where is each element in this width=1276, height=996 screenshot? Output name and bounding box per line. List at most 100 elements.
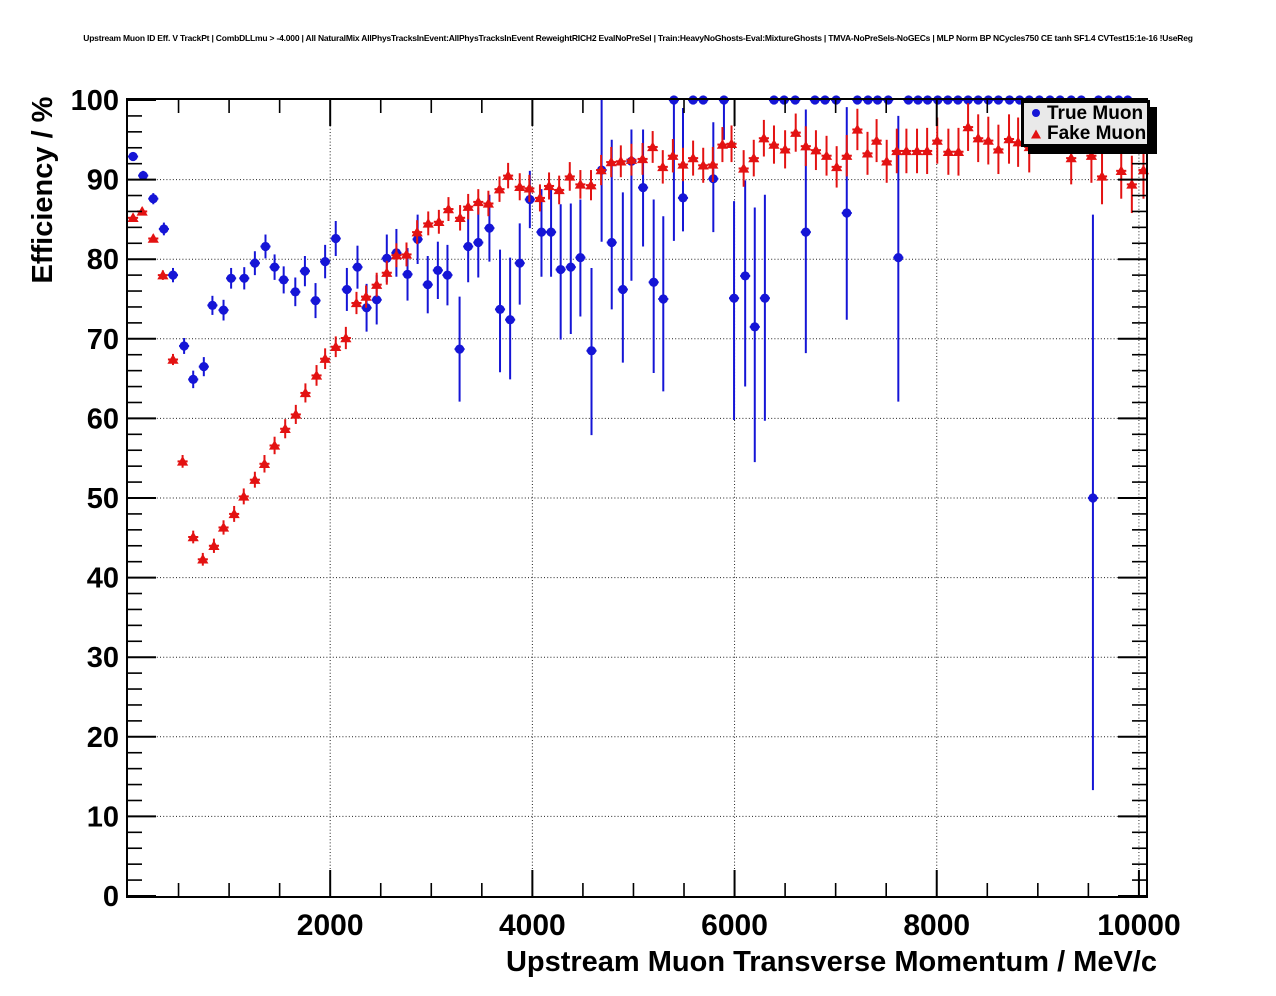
fake-muon-point bbox=[942, 146, 954, 156]
fake-muon-point bbox=[350, 297, 363, 308]
fake-muon-point bbox=[677, 159, 689, 169]
fake-muon-point bbox=[636, 153, 649, 164]
true-muon-point bbox=[678, 193, 688, 203]
true-muon-point bbox=[801, 227, 811, 237]
legend-entry-true-muon: True Muon bbox=[1028, 104, 1147, 123]
true-muon-point bbox=[207, 300, 218, 310]
true-muon-point bbox=[433, 265, 443, 275]
true-muon-point bbox=[618, 284, 628, 295]
axes: 0 10 20 30 40 50 60 70 80 90 100 2000 4000 6000 8000 10… bbox=[71, 85, 1181, 942]
fake-muon-point bbox=[716, 139, 729, 149]
fake-muon-point bbox=[371, 279, 383, 289]
fake-muon-point bbox=[962, 121, 974, 132]
fake-muon-point bbox=[238, 491, 250, 501]
fake-muon-marker-icon bbox=[1028, 126, 1043, 141]
legend-label-fake-muon: Fake Muon bbox=[1047, 123, 1147, 145]
y-tick-label: 100 bbox=[71, 85, 119, 117]
true-muon-point bbox=[729, 293, 739, 303]
fake-muon-point bbox=[360, 291, 372, 301]
true-muon-point bbox=[269, 262, 280, 272]
fake-muon-point bbox=[982, 135, 994, 145]
true-muon-point bbox=[423, 280, 433, 290]
y-tick-label: 10 bbox=[87, 801, 119, 833]
true-muon-point bbox=[331, 233, 341, 244]
fake-muon-point bbox=[228, 508, 240, 519]
legend-label-true-muon: True Muon bbox=[1047, 102, 1144, 124]
fake-muon-point bbox=[870, 135, 883, 145]
fake-muon-point bbox=[176, 455, 189, 466]
fake-muon-point bbox=[1065, 152, 1077, 163]
true-muon-point bbox=[515, 258, 525, 268]
fake-muon-point bbox=[514, 181, 526, 191]
fake-muon-point bbox=[738, 163, 750, 173]
fake-muon-point bbox=[127, 212, 139, 223]
fake-muon-point bbox=[534, 192, 546, 203]
true-muon-point bbox=[188, 374, 198, 384]
true-muon-point bbox=[250, 258, 260, 268]
true-muon-point bbox=[300, 266, 310, 276]
fake-muon-point bbox=[831, 161, 843, 172]
true-muon-point bbox=[310, 295, 321, 306]
true-muon-point bbox=[649, 277, 659, 287]
fake-muon-point bbox=[502, 170, 514, 180]
fake-muon-point bbox=[820, 150, 833, 160]
true-muon-point bbox=[566, 262, 576, 272]
fake-muon-point bbox=[564, 171, 576, 181]
fake-muon-point bbox=[208, 540, 220, 550]
fake-muon-point bbox=[768, 139, 780, 149]
true-muon-series bbox=[128, 95, 1133, 791]
true-muon-point bbox=[179, 341, 189, 351]
y-tick-label: 80 bbox=[87, 244, 119, 276]
fake-muon-point bbox=[482, 198, 494, 208]
true-muon-point bbox=[1088, 493, 1098, 503]
x-tick-label: 10000 bbox=[1097, 909, 1180, 942]
fake-muon-point bbox=[952, 146, 965, 156]
data-points bbox=[127, 95, 1150, 791]
fake-muon-series bbox=[127, 103, 1150, 566]
y-tick-label: 20 bbox=[87, 722, 119, 754]
true-muon-point bbox=[556, 264, 566, 275]
fake-muon-point bbox=[911, 145, 923, 156]
fake-muon-point bbox=[553, 184, 565, 195]
fake-muon-point bbox=[615, 155, 627, 166]
true-muon-point bbox=[382, 253, 392, 264]
fake-muon-point bbox=[310, 370, 323, 380]
true-muon-point bbox=[168, 270, 178, 280]
true-muon-point bbox=[372, 295, 382, 305]
true-muon-point bbox=[842, 208, 852, 218]
x-tick-label: 4000 bbox=[499, 909, 566, 942]
true-muon-point bbox=[159, 224, 169, 234]
fake-muon-point bbox=[992, 143, 1005, 154]
true-muon-point bbox=[442, 270, 453, 280]
fake-muon-point bbox=[725, 138, 738, 148]
fake-muon-point bbox=[147, 233, 159, 243]
true-muon-point bbox=[226, 273, 236, 283]
fake-muon-point bbox=[290, 409, 302, 419]
fake-muon-point bbox=[1126, 178, 1138, 189]
true-muon-point bbox=[658, 294, 668, 304]
fake-muon-point bbox=[779, 143, 791, 154]
fake-muon-point bbox=[1012, 136, 1024, 147]
fake-muon-point bbox=[167, 354, 179, 364]
fake-muon-point bbox=[197, 553, 209, 564]
true-muon-point bbox=[536, 227, 547, 237]
fake-muon-point bbox=[1003, 133, 1015, 144]
fake-muon-point bbox=[258, 458, 271, 468]
fake-muon-point bbox=[422, 217, 434, 228]
true-muon-point bbox=[750, 322, 760, 332]
fake-muon-point bbox=[319, 353, 331, 363]
y-tick-label: 0 bbox=[103, 881, 119, 913]
true-muon-point bbox=[352, 262, 363, 272]
y-tick-label: 30 bbox=[87, 642, 119, 674]
fake-muon-point bbox=[625, 154, 638, 164]
fake-muon-point bbox=[790, 127, 802, 137]
fake-muon-point bbox=[543, 180, 555, 191]
fake-muon-point bbox=[697, 159, 709, 170]
fake-muon-point bbox=[667, 150, 679, 160]
true-muon-point bbox=[148, 194, 158, 204]
true-muon-point bbox=[495, 304, 505, 314]
true-muon-point bbox=[199, 362, 209, 372]
fake-muon-point bbox=[972, 132, 984, 143]
legend: True Muon Fake Muon bbox=[1021, 100, 1150, 147]
